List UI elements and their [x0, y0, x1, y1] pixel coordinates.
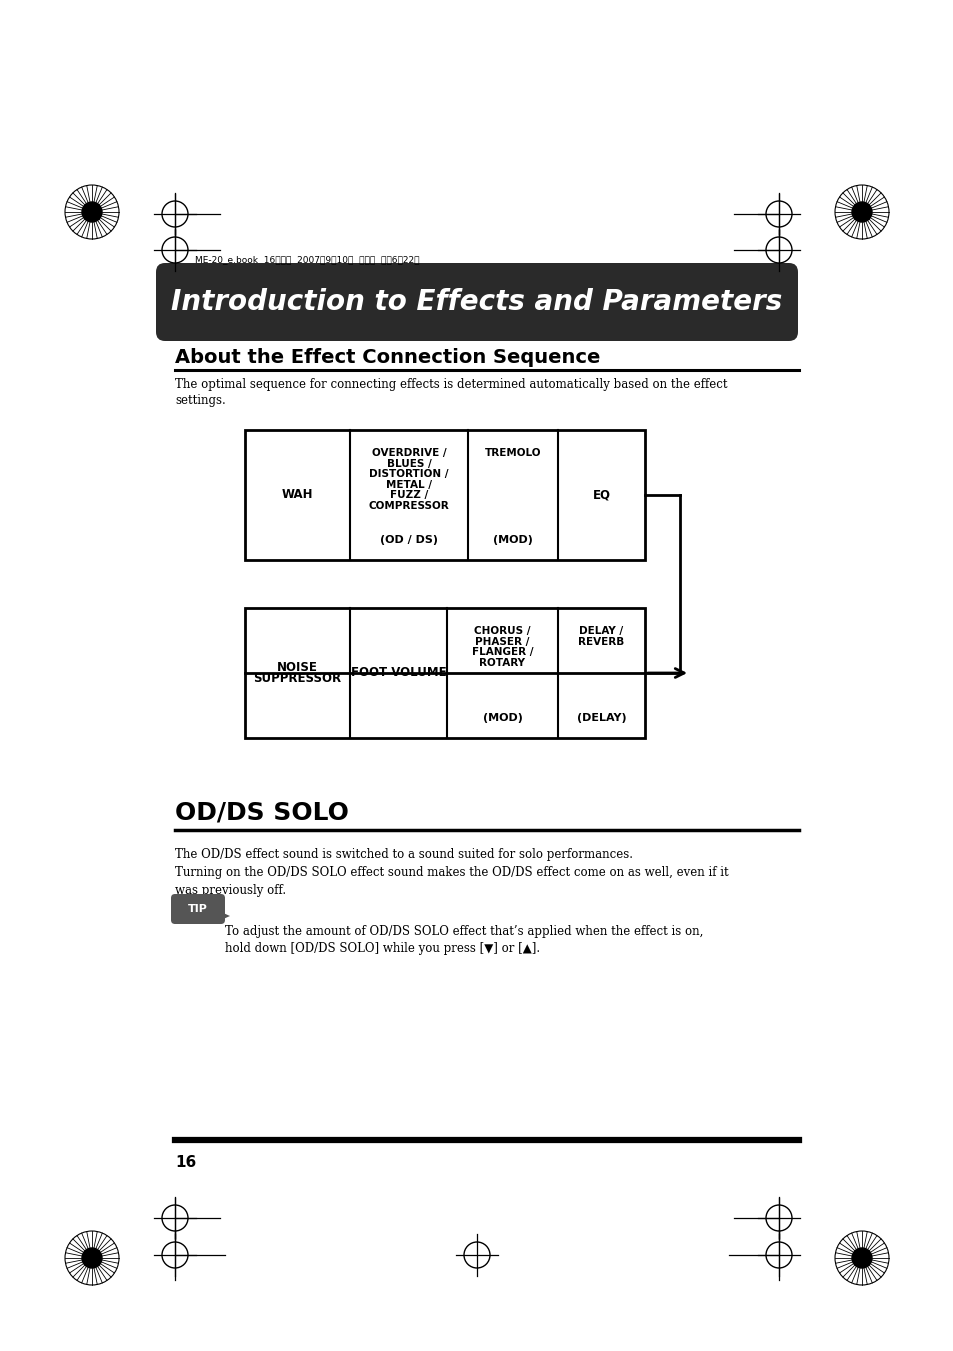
Text: WAH: WAH: [281, 489, 313, 501]
Text: (MOD): (MOD): [493, 535, 533, 544]
Text: FOOT VOLUME: FOOT VOLUME: [351, 666, 446, 680]
Text: ROTARY: ROTARY: [479, 658, 525, 667]
Text: REVERB: REVERB: [578, 636, 624, 647]
Text: SUPPRESSOR: SUPPRESSOR: [253, 671, 341, 685]
Text: METAL /: METAL /: [386, 480, 432, 489]
Text: ME-20_e.book  16ページ  2007年9月10日  月曜日  午後6時22分: ME-20_e.book 16ページ 2007年9月10日 月曜日 午後6時22…: [194, 255, 419, 263]
Text: The OD/DS effect sound is switched to a sound suited for solo performances.: The OD/DS effect sound is switched to a …: [174, 848, 633, 861]
Text: TREMOLO: TREMOLO: [484, 449, 540, 458]
FancyBboxPatch shape: [171, 894, 225, 924]
Text: OD/DS SOLO: OD/DS SOLO: [174, 800, 349, 824]
Text: hold down [OD/DS SOLO] while you press [▼] or [▲].: hold down [OD/DS SOLO] while you press […: [225, 942, 539, 955]
Text: (DELAY): (DELAY): [576, 713, 626, 723]
Text: Turning on the OD/DS SOLO effect sound makes the OD/DS effect come on as well, e: Turning on the OD/DS SOLO effect sound m…: [174, 866, 728, 880]
Circle shape: [82, 203, 102, 222]
Text: To adjust the amount of OD/DS SOLO effect that’s applied when the effect is on,: To adjust the amount of OD/DS SOLO effec…: [225, 925, 702, 938]
Text: CHORUS /: CHORUS /: [474, 627, 530, 636]
Text: Introduction to Effects and Parameters: Introduction to Effects and Parameters: [172, 288, 781, 316]
Text: BLUES /: BLUES /: [386, 459, 431, 469]
Text: OVERDRIVE /: OVERDRIVE /: [372, 449, 446, 458]
Circle shape: [851, 203, 871, 222]
Circle shape: [851, 1248, 871, 1269]
Text: About the Effect Connection Sequence: About the Effect Connection Sequence: [174, 349, 599, 367]
Text: TIP: TIP: [188, 904, 208, 915]
Text: (OD / DS): (OD / DS): [379, 535, 437, 544]
Text: DISTORTION /: DISTORTION /: [369, 469, 448, 480]
Text: 16: 16: [174, 1155, 196, 1170]
Text: NOISE: NOISE: [276, 661, 317, 674]
Text: (MOD): (MOD): [482, 713, 522, 723]
Bar: [245, 608, 644, 738]
Polygon shape: [221, 912, 230, 920]
Text: FUZZ /: FUZZ /: [390, 490, 428, 500]
Text: The optimal sequence for connecting effects is determined automatically based on: The optimal sequence for connecting effe…: [174, 378, 727, 390]
Bar: [245, 430, 644, 561]
Text: settings.: settings.: [174, 394, 226, 407]
Text: COMPRESSOR: COMPRESSOR: [368, 501, 449, 511]
Text: EQ: EQ: [592, 489, 610, 501]
Text: was previously off.: was previously off.: [174, 884, 286, 897]
Circle shape: [82, 1248, 102, 1269]
Text: PHASER /: PHASER /: [475, 636, 529, 647]
FancyBboxPatch shape: [156, 263, 797, 340]
Text: FLANGER /: FLANGER /: [471, 647, 533, 657]
Text: DELAY /: DELAY /: [578, 627, 623, 636]
